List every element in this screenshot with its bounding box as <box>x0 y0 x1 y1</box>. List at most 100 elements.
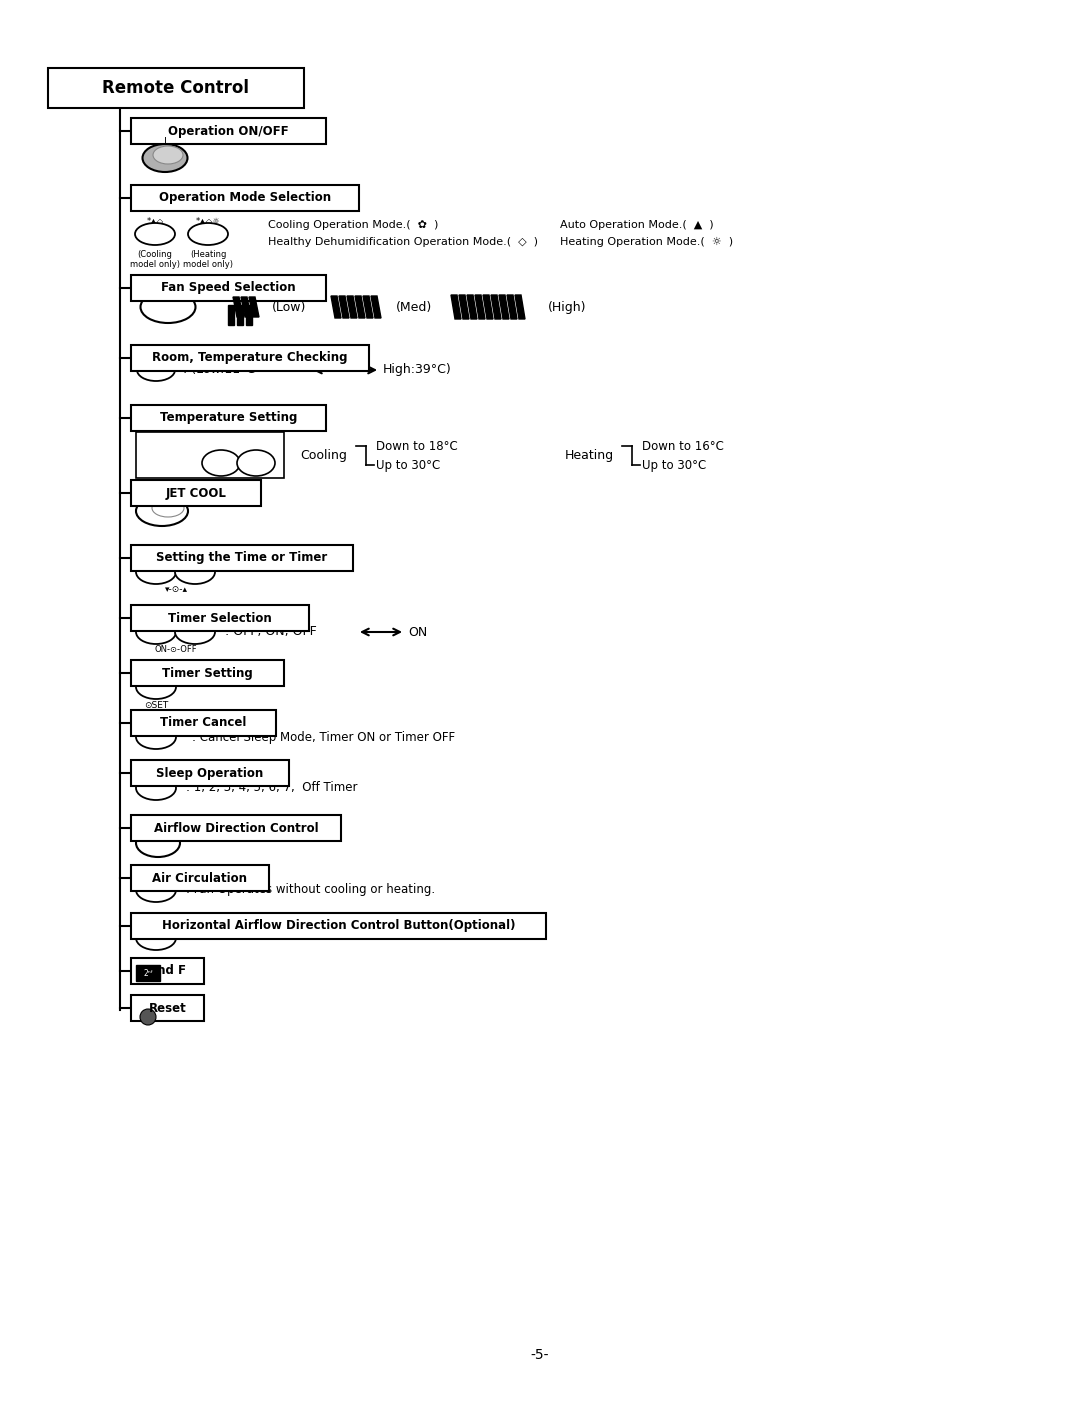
FancyBboxPatch shape <box>131 760 289 785</box>
Ellipse shape <box>202 450 240 476</box>
Text: 2ⁿᶠ: 2ⁿᶠ <box>143 968 153 978</box>
Text: Healthy Dehumidification Operation Mode.(  ◇  ): Healthy Dehumidification Operation Mode.… <box>268 237 538 247</box>
Text: Fan Speed Selection: Fan Speed Selection <box>161 281 296 295</box>
Text: Heating: Heating <box>565 448 615 461</box>
Ellipse shape <box>175 561 215 584</box>
Polygon shape <box>355 296 365 318</box>
Ellipse shape <box>143 143 188 171</box>
Text: 🌡: 🌡 <box>156 457 164 471</box>
Text: ◁◁: ◁◁ <box>147 821 162 830</box>
FancyBboxPatch shape <box>131 185 359 211</box>
FancyBboxPatch shape <box>131 995 204 1021</box>
Polygon shape <box>330 296 341 318</box>
Polygon shape <box>483 295 492 319</box>
Text: Down to 18°C: Down to 18°C <box>376 440 458 452</box>
FancyBboxPatch shape <box>131 815 341 842</box>
Text: Down to 16°C: Down to 16°C <box>642 440 724 452</box>
Polygon shape <box>491 295 501 319</box>
Text: Reset: Reset <box>149 1002 187 1014</box>
Text: : (Low:11°C: : (Low:11°C <box>183 364 255 377</box>
Ellipse shape <box>136 776 176 799</box>
Text: ⌂: ⌂ <box>151 350 160 364</box>
Text: Auto Operation Mode.(  ▲  ): Auto Operation Mode.( ▲ ) <box>561 221 714 230</box>
FancyBboxPatch shape <box>136 965 160 981</box>
Text: Operation Mode Selection: Operation Mode Selection <box>159 191 332 205</box>
Text: : 1, 2, 3, 4, 5, 6, 7,  Off Timer: : 1, 2, 3, 4, 5, 6, 7, Off Timer <box>186 781 357 794</box>
FancyBboxPatch shape <box>131 710 276 736</box>
Polygon shape <box>241 296 251 318</box>
Polygon shape <box>228 305 234 325</box>
Text: *▲◇: *▲◇ <box>147 216 164 225</box>
Text: Remote Control: Remote Control <box>103 79 249 97</box>
Polygon shape <box>339 296 349 318</box>
Text: : Cancel Sleep Mode, Timer ON or Timer OFF: : Cancel Sleep Mode, Timer ON or Timer O… <box>192 731 455 743</box>
Text: Timer Setting: Timer Setting <box>162 666 253 680</box>
Ellipse shape <box>166 962 194 983</box>
Text: ↺: ↺ <box>151 916 161 926</box>
FancyBboxPatch shape <box>131 118 326 143</box>
Text: Timer Selection: Timer Selection <box>168 611 272 624</box>
Ellipse shape <box>140 291 195 323</box>
Polygon shape <box>363 296 373 318</box>
FancyBboxPatch shape <box>131 606 309 631</box>
Ellipse shape <box>152 499 184 517</box>
Text: (Low): (Low) <box>272 301 307 313</box>
Text: 2nd F: 2nd F <box>149 964 186 978</box>
FancyBboxPatch shape <box>131 346 369 371</box>
Ellipse shape <box>136 878 176 902</box>
Polygon shape <box>246 305 252 325</box>
Ellipse shape <box>136 829 180 857</box>
Text: Cooling Operation Mode.(  ✿  ): Cooling Operation Mode.( ✿ ) <box>268 221 438 230</box>
FancyBboxPatch shape <box>131 660 284 686</box>
Ellipse shape <box>175 620 215 643</box>
Text: LOW: LOW <box>213 438 229 445</box>
FancyBboxPatch shape <box>131 481 261 506</box>
FancyBboxPatch shape <box>131 913 546 939</box>
Polygon shape <box>459 295 469 319</box>
Text: (Heating
model only): (Heating model only) <box>183 250 233 268</box>
Ellipse shape <box>137 360 175 381</box>
Text: Air Circulation: Air Circulation <box>152 871 247 885</box>
FancyBboxPatch shape <box>131 865 269 891</box>
Text: Up to 30°C: Up to 30°C <box>642 458 706 472</box>
Ellipse shape <box>136 561 176 584</box>
Ellipse shape <box>188 223 228 244</box>
Text: TEMPERATURE: TEMPERATURE <box>135 438 185 445</box>
Text: ▾-⊙-▴: ▾-⊙-▴ <box>164 586 188 594</box>
Polygon shape <box>499 295 509 319</box>
Text: (Med): (Med) <box>396 301 432 313</box>
Ellipse shape <box>153 146 183 164</box>
Ellipse shape <box>136 674 176 700</box>
Polygon shape <box>237 305 243 325</box>
Ellipse shape <box>136 926 176 950</box>
Text: Operation ON/OFF: Operation ON/OFF <box>168 125 288 138</box>
Text: ⊙SET: ⊙SET <box>144 701 168 710</box>
FancyBboxPatch shape <box>136 431 284 478</box>
Polygon shape <box>451 295 461 319</box>
FancyBboxPatch shape <box>131 958 204 983</box>
Ellipse shape <box>136 620 176 643</box>
Text: Sleep Operation: Sleep Operation <box>157 767 264 780</box>
Polygon shape <box>475 295 485 319</box>
FancyBboxPatch shape <box>131 275 326 301</box>
Text: High:39°C): High:39°C) <box>383 364 451 377</box>
Text: ☆: ☆ <box>151 764 161 776</box>
Text: Temperature Setting: Temperature Setting <box>160 412 297 424</box>
Ellipse shape <box>136 725 176 749</box>
Text: +: + <box>150 867 162 881</box>
Text: Setting the Time or Timer: Setting the Time or Timer <box>157 552 327 565</box>
Polygon shape <box>507 295 517 319</box>
Circle shape <box>140 1009 156 1026</box>
Ellipse shape <box>135 223 175 244</box>
Text: ON: ON <box>408 625 428 638</box>
Text: -5-: -5- <box>530 1347 550 1361</box>
FancyBboxPatch shape <box>131 545 353 570</box>
Text: (Cooling
model only): (Cooling model only) <box>130 250 180 268</box>
Ellipse shape <box>237 450 275 476</box>
Text: ⊙CANCEL: ⊙CANCEL <box>140 715 177 724</box>
Polygon shape <box>372 296 381 318</box>
Text: Timer Cancel: Timer Cancel <box>160 717 246 729</box>
Ellipse shape <box>136 496 188 525</box>
Text: HIGH: HIGH <box>247 438 265 445</box>
Text: JET COOL: JET COOL <box>165 486 227 500</box>
